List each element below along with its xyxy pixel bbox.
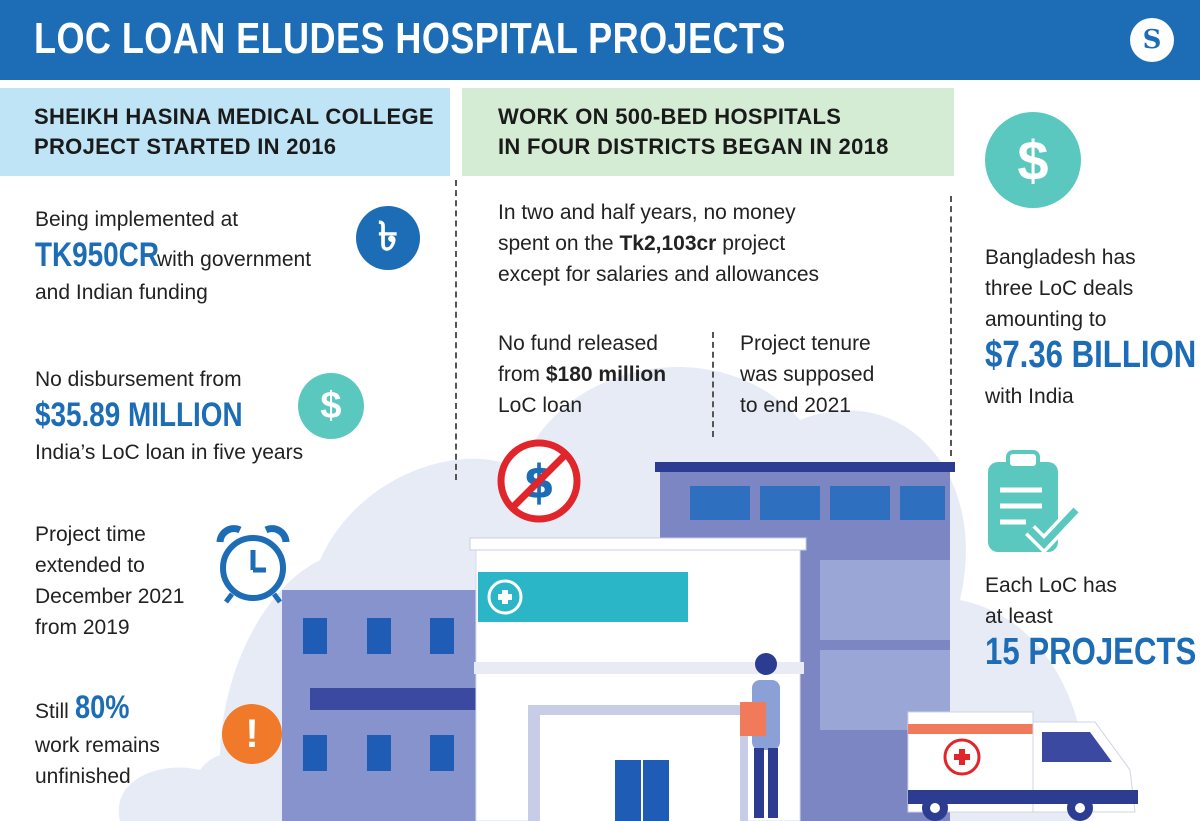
- deals-post: with India: [985, 385, 1074, 408]
- block4-line3: unfinished: [35, 765, 131, 788]
- left-section-header: SHEIKH HASINA MEDICAL COLLEGE PROJECT ST…: [0, 88, 450, 176]
- fund-text: No fund released from $180 million LoC l…: [498, 328, 666, 421]
- deals-big: $7.36 BILLION: [985, 334, 1197, 376]
- block3-line4: from 2019: [35, 616, 130, 639]
- block4-line2: work remains: [35, 734, 160, 757]
- deals-line1: Bangladesh has: [985, 246, 1136, 269]
- divider-middle: [712, 332, 714, 437]
- divider-left: [455, 180, 457, 480]
- no-money-icon: $: [497, 439, 581, 523]
- fund-l2a: from: [498, 363, 546, 386]
- middle-heading-line2: IN FOUR DISTRICTS BEGAN IN 2018: [498, 134, 889, 159]
- block1-post1: with government: [157, 248, 312, 271]
- publisher-logo: S: [1130, 18, 1174, 62]
- clipboard-check-icon: [988, 450, 1082, 555]
- block2-post: India’s LoC loan in five years: [35, 441, 304, 464]
- dollar-icon: $: [298, 373, 364, 439]
- tenure-line1: Project tenure: [740, 332, 871, 355]
- fund-line3: LoC loan: [498, 394, 583, 417]
- taka-icon: ৳: [356, 206, 420, 270]
- fund-line1: No fund released: [498, 332, 658, 355]
- page-title: LOC LOAN ELUDES HOSPITAL PROJECTS: [34, 14, 786, 63]
- left-heading-line2: PROJECT STARTED IN 2016: [34, 134, 337, 159]
- left-block3: Project time extended to December 2021 f…: [35, 519, 184, 643]
- left-heading: SHEIKH HASINA MEDICAL COLLEGE PROJECT ST…: [34, 102, 434, 162]
- middle-para-l2b: Tk2,103cr: [619, 232, 717, 255]
- block2-pre: No disbursement from: [35, 368, 242, 391]
- each-line2: at least: [985, 605, 1053, 628]
- right-deals: Bangladesh has three LoC deals amounting…: [985, 242, 1200, 412]
- middle-para-line1: In two and half years, no money: [498, 201, 796, 224]
- fund-l2b: $180 million: [545, 363, 667, 386]
- alarm-clock-icon: [216, 525, 290, 604]
- dollar-coin-icon: $: [985, 112, 1081, 208]
- middle-para-l2a: spent on the: [498, 232, 620, 255]
- deals-line2: three LoC deals: [985, 277, 1134, 300]
- left-block4: Still 80% work remains unfinished: [35, 689, 160, 792]
- divider-right: [950, 196, 952, 456]
- middle-section-header: WORK ON 500-BED HOSPITALS IN FOUR DISTRI…: [462, 88, 954, 176]
- deals-line3: amounting to: [985, 308, 1107, 331]
- middle-paragraph: In two and half years, no money spent on…: [498, 197, 819, 290]
- tenure-text: Project tenure was supposed to end 2021: [740, 328, 874, 421]
- block3-line2: extended to: [35, 554, 145, 577]
- tenure-line3: to end 2021: [740, 394, 851, 417]
- block1-post2: and Indian funding: [35, 281, 208, 304]
- block4-big: 80%: [74, 689, 130, 725]
- block2-big: $35.89 MILLION: [35, 396, 243, 434]
- each-line1: Each LoC has: [985, 574, 1117, 597]
- projects-big: 15 PROJECTS: [985, 631, 1197, 673]
- header-bar: LOC LOAN ELUDES HOSPITAL PROJECTS S: [0, 0, 1200, 80]
- middle-para-l2c: project: [716, 232, 786, 255]
- middle-heading-line1: WORK ON 500-BED HOSPITALS: [498, 104, 842, 129]
- left-block1: Being implemented at TK950CRwith governm…: [35, 204, 311, 308]
- tenure-line2: was supposed: [740, 363, 875, 386]
- exclamation-icon: !: [222, 704, 282, 764]
- left-block2: No disbursement from $35.89 MILLION Indi…: [35, 364, 303, 468]
- middle-para-line3: except for salaries and allowances: [498, 263, 820, 286]
- right-projects: Each LoC has at least 15 PROJECTS: [985, 570, 1200, 676]
- block4-pre: Still: [35, 700, 69, 723]
- block3-line1: Project time: [35, 523, 146, 546]
- block1-pre: Being implemented at: [35, 208, 239, 231]
- middle-heading: WORK ON 500-BED HOSPITALS IN FOUR DISTRI…: [498, 102, 889, 162]
- block3-line3: December 2021: [35, 585, 185, 608]
- left-heading-line1: SHEIKH HASINA MEDICAL COLLEGE: [34, 104, 434, 129]
- block1-big: TK950CR: [35, 236, 159, 274]
